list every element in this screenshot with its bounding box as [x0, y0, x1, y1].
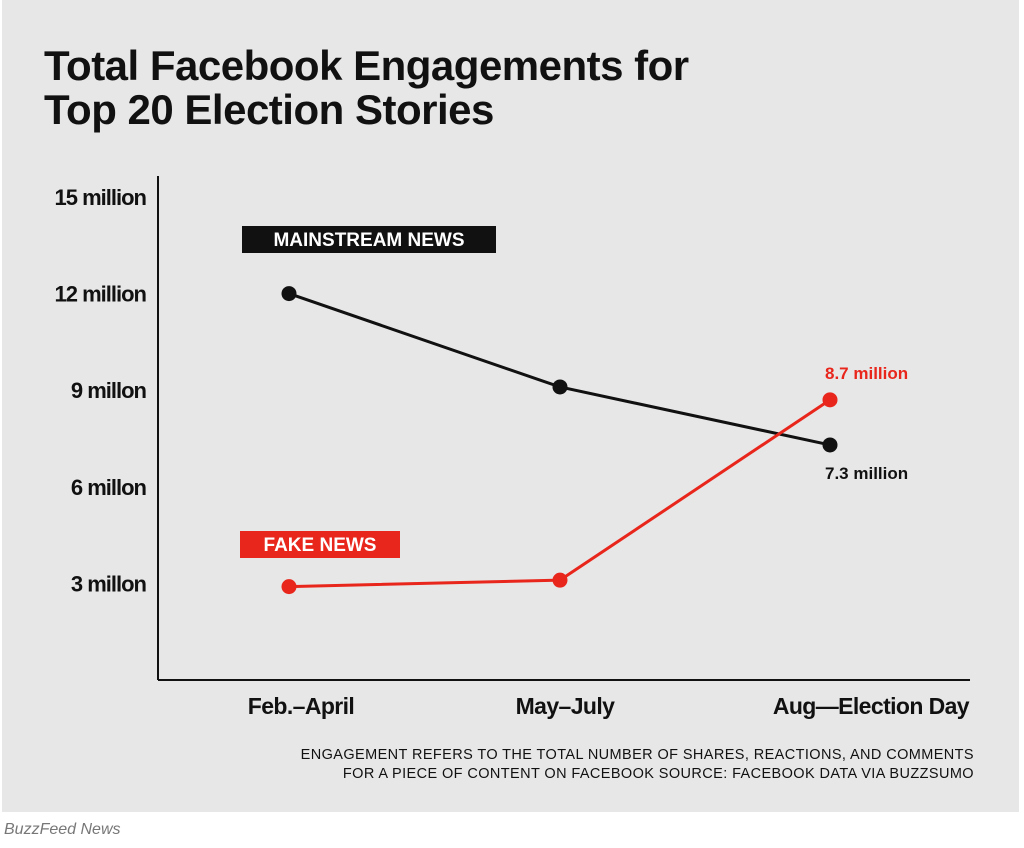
series-line-0	[288, 292, 831, 447]
end-value-label-0: 7.3 million	[825, 464, 908, 483]
y-tick-label-2: 9 millon	[71, 378, 147, 403]
chart-title-line-2: Top 20 Election Stories	[44, 86, 494, 133]
data-point-s0-1	[552, 379, 568, 395]
x-tick-label-1: May–July	[516, 693, 616, 719]
series-tag-bg-1	[240, 531, 400, 558]
line-chart: 3 millon 6 millon 9 millon 12 million 15 mil…	[55, 176, 970, 719]
data-point-s1-2	[822, 392, 838, 408]
source-credit: BuzzFeed News	[4, 821, 121, 838]
chart-title-line-1: Total Facebook Engagements for	[44, 42, 689, 89]
data-point-s0-0	[281, 286, 297, 302]
y-tick-label-3: 12 million	[55, 282, 147, 307]
series-tag-bg-0	[242, 226, 496, 253]
y-tick-label-0: 3 millon	[71, 571, 147, 596]
series-tag-label-0: MAINSTREAM NEWS	[273, 230, 464, 251]
y-tick-label-1: 6 millon	[71, 475, 147, 500]
chart-card	[2, 0, 1019, 812]
data-point-s0-2	[822, 437, 838, 453]
footnote-line-2: FOR A PIECE OF CONTENT ON FACEBOOK SOURC…	[342, 766, 974, 782]
x-tick-label-2: Aug—Election Day	[773, 693, 970, 719]
y-tick-label-4: 15 million	[55, 185, 147, 210]
series-tag-label-1: FAKE NEWS	[264, 535, 377, 556]
footnote-line-1: ENGAGEMENT REFERS TO THE TOTAL NUMBER OF…	[300, 747, 974, 763]
x-tick-label-0: Feb.–April	[248, 693, 354, 719]
data-point-s1-1	[552, 572, 568, 588]
chart-title: Total Facebook Engagements for Top 20 El…	[44, 44, 944, 132]
data-point-s1-0	[281, 579, 297, 595]
end-value-label-1: 8.7 million	[825, 364, 908, 383]
chart-footnote: ENGAGEMENT REFERS TO THE TOTAL NUMBER OF…	[154, 746, 974, 784]
